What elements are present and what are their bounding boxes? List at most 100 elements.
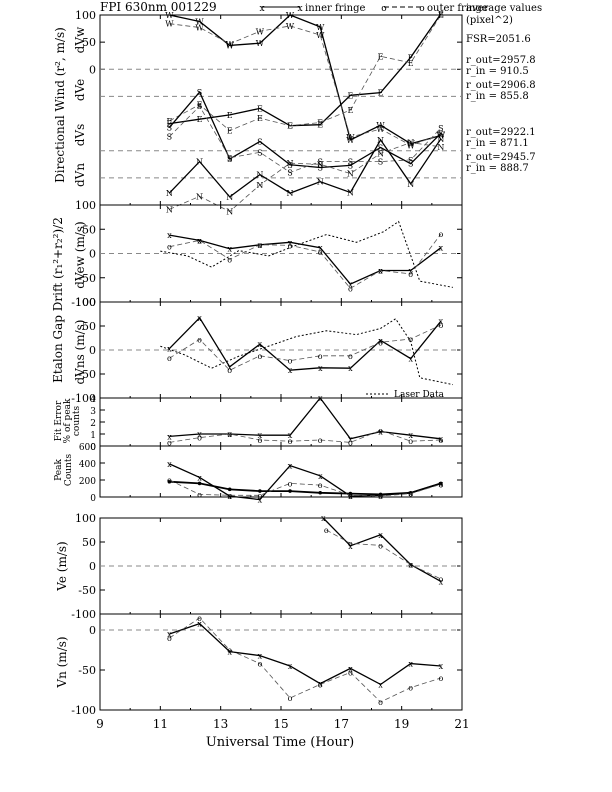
data-point: x [408, 561, 413, 570]
data-point: x [197, 620, 202, 629]
y-tick-label: 100 [75, 9, 96, 22]
x-tick-label: 21 [454, 717, 469, 731]
y-tick-label: -100 [71, 296, 96, 309]
y-tick-label: 100 [75, 199, 96, 212]
data-point: o [167, 476, 172, 485]
data-point: N [347, 189, 354, 198]
data-point: E [197, 101, 203, 110]
data-point: x [197, 473, 202, 482]
x-tick-label: 17 [334, 717, 349, 731]
data-point: x [258, 241, 263, 250]
y-tick-label: 0 [90, 443, 96, 453]
series-line [160, 220, 453, 288]
data-point: o [197, 490, 202, 499]
r-in-4: r_in = 888.7 [466, 163, 529, 174]
data-point: E [227, 127, 233, 136]
data-point: x [348, 280, 353, 289]
figure-title: FPI 630nm 001229 [100, 0, 217, 14]
r-in-1: r_in = 910.5 [466, 66, 529, 77]
data-point: W [165, 11, 174, 20]
y-tick-label: -100 [71, 608, 96, 621]
data-point: o [318, 352, 323, 361]
data-point: o [227, 646, 232, 655]
data-point [348, 491, 353, 496]
data-point: o [348, 284, 353, 293]
data-point: x [167, 432, 172, 441]
x-tick-label: 19 [394, 717, 409, 731]
legend-inner-label: inner fringe [305, 3, 365, 14]
data-point: E [317, 118, 323, 127]
series-line [169, 14, 442, 145]
data-point: E [378, 89, 384, 98]
series-line [326, 529, 442, 580]
data-point: o [378, 698, 383, 707]
data-point: N [377, 136, 384, 145]
data-point: x [408, 660, 413, 669]
data-point: x [288, 662, 293, 671]
data-point: o [257, 491, 262, 500]
legend-inner: x x inner fringe [259, 3, 365, 14]
data-point: W [437, 130, 446, 139]
legend-outer: o o outer fringe [381, 3, 488, 14]
data-point: S [197, 102, 202, 111]
data-point: x [318, 364, 323, 373]
data-point: x [378, 680, 383, 689]
laser-legend-label: Laser Data [394, 390, 445, 400]
data-point: E [227, 111, 233, 120]
x-tick-label: 13 [213, 717, 228, 731]
data-point: o [257, 436, 262, 445]
data-point: N [226, 193, 233, 202]
ylabel-fit-error-1: Fit Error [54, 400, 64, 441]
series-line [168, 90, 442, 169]
data-point: W [256, 39, 265, 48]
data-point: o [348, 438, 353, 447]
y-tick-label: 1 [90, 431, 96, 441]
data-point: N [437, 143, 444, 152]
data-point: o [288, 437, 293, 446]
data-point: N [407, 139, 414, 148]
data-point: N [166, 205, 173, 214]
series-line [169, 23, 442, 146]
y-tick-label: 0 [89, 560, 96, 573]
data-point: x [167, 460, 172, 469]
data-point: x [288, 238, 293, 247]
series-line [169, 234, 442, 285]
y-tick-label: 0 [90, 494, 96, 504]
data-point: x [378, 266, 383, 275]
series-line [160, 318, 454, 386]
data-point: x [227, 492, 232, 501]
series-line [169, 429, 441, 443]
data-point: o [408, 270, 413, 279]
data-point: W [316, 31, 325, 40]
data-point: o [257, 352, 262, 361]
data-point: o [167, 438, 172, 447]
series-outer: o o o o o o o o o o [167, 321, 444, 375]
data-point: S [348, 158, 353, 167]
data-point: E [257, 114, 263, 123]
y-tick-label: 100 [75, 296, 96, 309]
data-point: S [167, 133, 172, 142]
data-point: x [227, 430, 232, 439]
data-point: W [226, 40, 235, 49]
series-line [169, 233, 442, 289]
r-out-4: r_out=2945.7 [466, 152, 536, 163]
data-point: W [376, 121, 385, 130]
data-point: x [288, 366, 293, 375]
data-point: x [167, 345, 172, 354]
x-tick-label: 9 [96, 717, 104, 731]
y-tick-label: 100 [75, 512, 96, 525]
data-point: o [324, 526, 329, 535]
data-point: x [167, 231, 172, 240]
data-point: x [318, 472, 323, 481]
data-point: S [438, 129, 443, 138]
series-line [169, 617, 442, 703]
y-tick-label: 50 [82, 223, 96, 236]
series-line [169, 142, 441, 212]
panel-frame [99, 14, 463, 206]
data-point: x [439, 244, 444, 253]
